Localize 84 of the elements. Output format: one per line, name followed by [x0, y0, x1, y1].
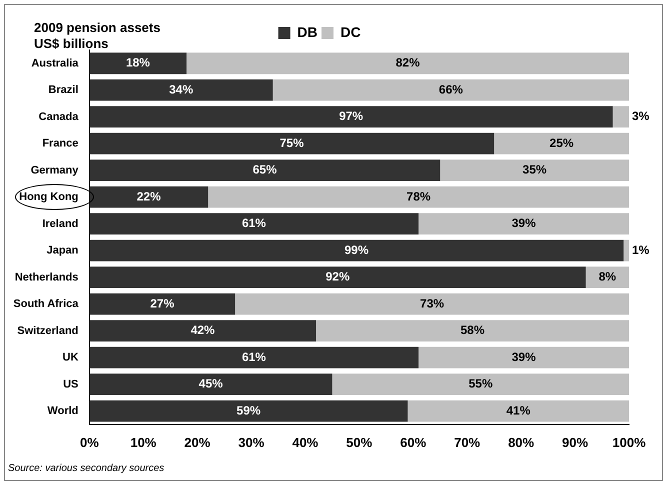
- bar: [89, 400, 408, 422]
- y-tick-label: Brazil: [48, 84, 78, 96]
- x-tick-label: 20%: [184, 434, 211, 450]
- bar: [89, 106, 613, 128]
- bar: [89, 186, 208, 208]
- bar: [418, 346, 629, 368]
- data-label: 27%: [150, 296, 175, 310]
- x-tick-label: 70%: [454, 434, 481, 450]
- bar: [89, 374, 332, 395]
- bar: [89, 52, 187, 74]
- bar: [89, 160, 440, 182]
- data-label: 1%: [632, 242, 650, 257]
- x-tick-label: 50%: [346, 434, 373, 450]
- bar: [89, 79, 273, 101]
- x-tick-label: 80%: [508, 434, 535, 450]
- y-tick-label: Germany: [30, 164, 80, 176]
- data-label: 97%: [339, 109, 364, 124]
- bar: [186, 52, 629, 74]
- legend-label: DC: [340, 24, 361, 40]
- data-label: 34%: [169, 82, 194, 96]
- data-label: 42%: [190, 323, 216, 338]
- y-tick-label: Australia: [31, 57, 80, 70]
- x-tick-label: 0%: [80, 434, 100, 450]
- data-label: 39%: [512, 216, 536, 230]
- data-label: 41%: [506, 403, 531, 418]
- data-label: 22%: [136, 189, 162, 204]
- data-label: 99%: [344, 242, 369, 257]
- y-tick-label: Japan: [46, 244, 79, 257]
- x-tick-label: 30%: [238, 434, 265, 450]
- data-label: 92%: [326, 270, 350, 284]
- y-tick-label: UK: [62, 352, 78, 364]
- data-label: 66%: [438, 82, 464, 96]
- bar: [208, 186, 629, 208]
- y-tick-label: World: [47, 405, 78, 418]
- bar: [89, 132, 494, 154]
- data-label: 58%: [460, 323, 485, 338]
- data-label: 45%: [198, 376, 224, 391]
- data-label: 75%: [280, 136, 304, 150]
- x-tick-label: 10%: [130, 434, 157, 450]
- bar: [408, 400, 629, 422]
- source-note: Source: various secondary sources: [8, 463, 164, 474]
- bar: [89, 293, 236, 315]
- bar: [89, 240, 624, 262]
- bar: [612, 106, 629, 128]
- bar: [235, 293, 629, 315]
- bar: [494, 132, 629, 154]
- data-label: 78%: [406, 189, 431, 204]
- y-tick-label: Hong Kong: [19, 191, 78, 204]
- data-label: 82%: [396, 56, 420, 70]
- y-tick-label: Switzerland: [17, 324, 78, 337]
- y-tick-label: Canada: [38, 110, 80, 123]
- data-label: 61%: [242, 350, 266, 364]
- bar: [89, 320, 316, 342]
- y-tick-label: South Africa: [13, 298, 80, 310]
- data-label: 65%: [252, 162, 278, 177]
- x-tick-label: 60%: [400, 434, 427, 450]
- data-label: 18%: [126, 56, 150, 70]
- y-tick-label: France: [42, 138, 78, 150]
- y-tick-label: US: [63, 378, 78, 390]
- data-label: 8%: [598, 270, 616, 284]
- y-tick-label: Netherlands: [14, 271, 78, 284]
- bar: [440, 160, 629, 182]
- data-label: 73%: [420, 296, 444, 310]
- x-tick-label: 90%: [562, 434, 588, 450]
- legend-label: DB: [297, 24, 318, 40]
- data-label: 59%: [236, 403, 261, 418]
- data-label: 61%: [242, 216, 266, 230]
- data-label: 39%: [512, 350, 536, 364]
- bar: [418, 213, 629, 235]
- bar: [332, 374, 629, 395]
- bar: [272, 79, 629, 101]
- bar: [316, 320, 629, 342]
- bar: [89, 213, 419, 235]
- data-label: 25%: [550, 136, 574, 150]
- bar: [89, 346, 419, 368]
- y-tick-label: Ireland: [42, 218, 78, 230]
- data-label: 35%: [522, 162, 547, 177]
- bar: [89, 266, 586, 288]
- data-label: 3%: [632, 109, 650, 124]
- data-label: 55%: [468, 376, 493, 391]
- bar: [624, 240, 629, 262]
- x-tick-label: 40%: [292, 434, 319, 450]
- x-tick-label: 100%: [612, 434, 646, 450]
- chart-title: 2009 pension assets US$ billions: [34, 20, 160, 52]
